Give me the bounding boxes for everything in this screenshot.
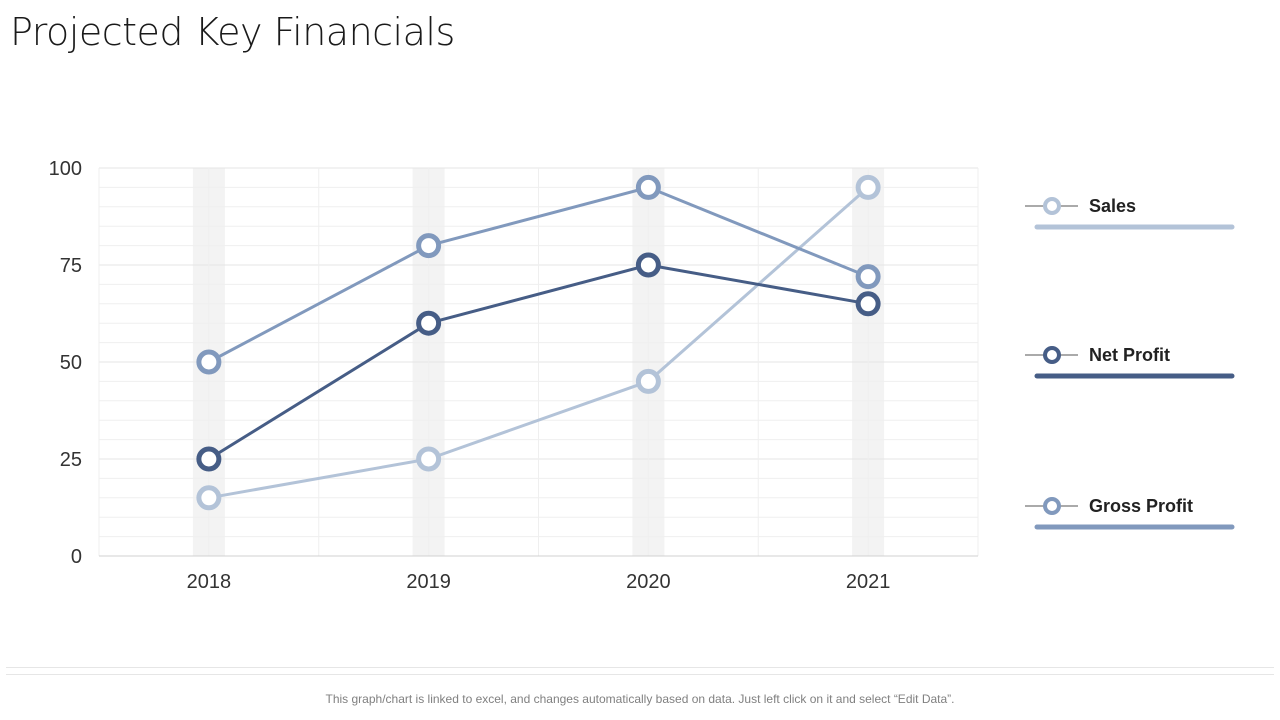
data-point-sales-2021[interactable]	[855, 174, 881, 200]
x-tick-label-2018: 2018	[187, 571, 232, 593]
y-tick-label: 75	[60, 255, 82, 277]
data-point-gross-profit-2018[interactable]	[196, 349, 222, 375]
data-point-gross-profit-2021[interactable]	[855, 264, 881, 290]
series-line-net-profit[interactable]	[208, 263, 869, 461]
legend-label-net-profit[interactable]: Net Profit	[1089, 345, 1170, 365]
footer-note: This graph/chart is linked to excel, and…	[325, 692, 955, 706]
legend-label-gross-profit[interactable]: Gross Profit	[1089, 496, 1193, 516]
page-title: Projected Key Financials	[10, 10, 455, 54]
data-point-sales-2020[interactable]	[635, 368, 661, 394]
y-tick-label: 50	[60, 352, 82, 374]
data-point-net-profit-2020[interactable]	[635, 252, 661, 278]
footer-divider-secondary	[6, 674, 1274, 675]
data-point-sales-2019[interactable]	[416, 446, 442, 472]
legend-marker-sales	[1043, 197, 1061, 215]
data-point-net-profit-2019[interactable]	[416, 310, 442, 336]
legend-label-sales[interactable]: Sales	[1089, 196, 1136, 216]
data-point-gross-profit-2019[interactable]	[416, 233, 442, 259]
data-point-sales-2018[interactable]	[196, 485, 222, 511]
x-tick-label-2019: 2019	[406, 571, 451, 593]
y-tick-label: 100	[49, 158, 82, 180]
x-tick-label-2020: 2020	[626, 571, 671, 593]
data-point-gross-profit-2020[interactable]	[635, 174, 661, 200]
line-chart[interactable]: 0 25 50 75 100 2018 2019 2020 2021 Sales Net Profi…	[0, 0, 1280, 660]
y-tick-label: 25	[60, 449, 82, 471]
x-tick-label-2021: 2021	[846, 571, 891, 593]
series-line-gross-profit[interactable]	[208, 185, 869, 364]
y-tick-label: 0	[71, 546, 82, 568]
legend-marker-gross-profit	[1043, 497, 1061, 515]
data-point-net-profit-2021[interactable]	[855, 291, 881, 317]
data-point-net-profit-2018[interactable]	[196, 446, 222, 472]
footer-divider	[6, 667, 1274, 668]
legend-marker-net-profit	[1043, 346, 1061, 364]
